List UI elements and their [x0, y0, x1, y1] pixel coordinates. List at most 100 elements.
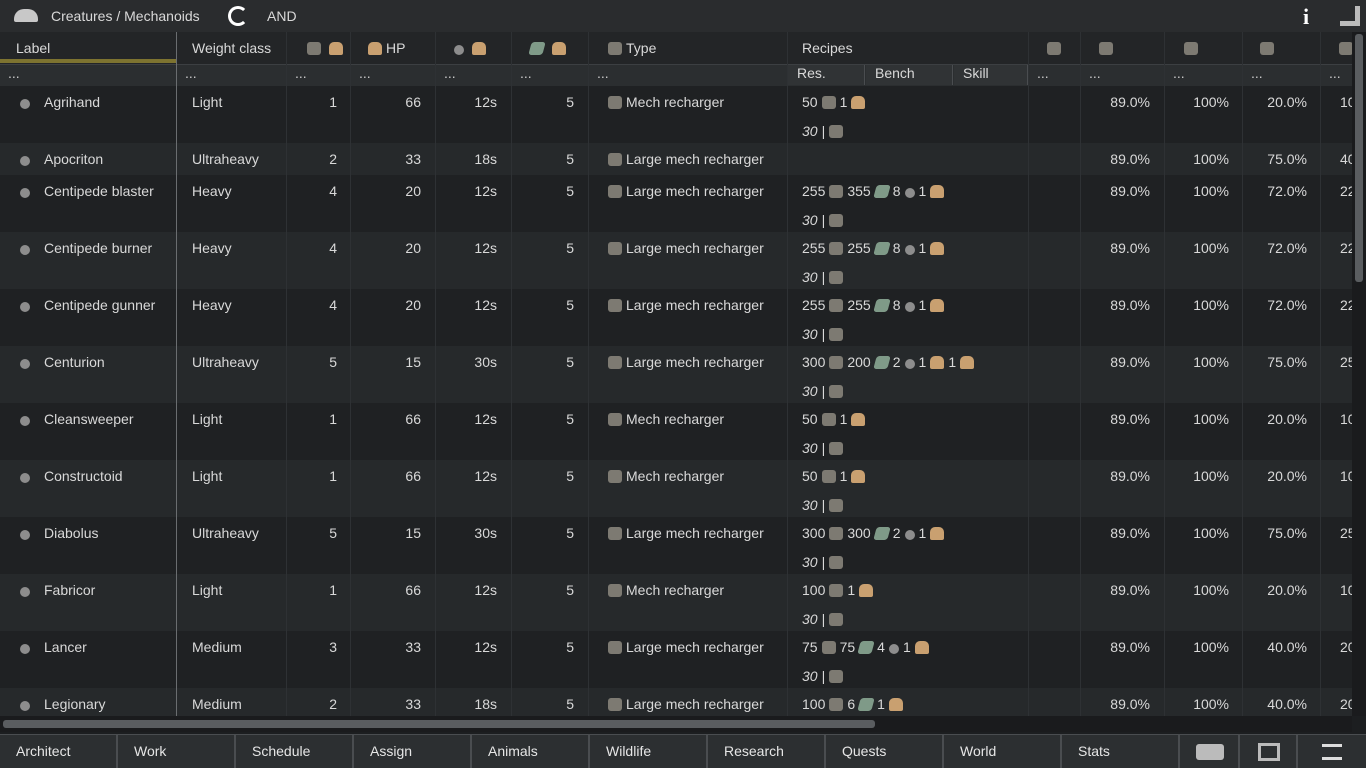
- icon: [368, 42, 382, 55]
- bandwidth: 2: [329, 696, 337, 712]
- filter-field[interactable]: ...: [295, 65, 307, 81]
- icon: [829, 385, 844, 398]
- stat-value: 72.0%: [1267, 240, 1307, 256]
- main-tab[interactable]: Quests: [826, 734, 944, 768]
- main-tab[interactable]: Stats: [1062, 734, 1180, 768]
- filter-field[interactable]: ...: [1329, 65, 1341, 81]
- row-label[interactable]: Centurion: [16, 354, 105, 370]
- recipe-time: 30 |: [802, 440, 847, 456]
- sub-header[interactable]: Res.: [788, 65, 865, 85]
- bandwidth: 3: [329, 639, 337, 655]
- filter-field[interactable]: ...: [1037, 65, 1049, 81]
- scroll-thumb[interactable]: [1355, 34, 1363, 282]
- column-header[interactable]: Weight class: [192, 40, 272, 56]
- column-header[interactable]: [1335, 40, 1352, 56]
- info-button[interactable]: i: [1303, 4, 1310, 29]
- icon: [829, 698, 844, 711]
- icon: [904, 245, 915, 255]
- row-label[interactable]: Centipede burner: [16, 240, 152, 256]
- column-header[interactable]: [303, 40, 347, 56]
- recipe-ingredients: 300 300 2 1: [802, 525, 948, 541]
- icon: [20, 156, 30, 166]
- recharger-type: Mech recharger: [604, 411, 724, 427]
- sub-header[interactable]: Bench: [866, 65, 953, 85]
- mode-toggle[interactable]: AND: [267, 8, 297, 24]
- row-label[interactable]: Centipede gunner: [16, 297, 155, 313]
- type-text: Large mech recharger: [626, 354, 764, 370]
- main-tab[interactable]: Work: [118, 734, 236, 768]
- filter-field[interactable]: ...: [185, 65, 197, 81]
- stat-value: 89.0%: [1110, 696, 1150, 712]
- column-header[interactable]: [450, 40, 490, 56]
- filter-field[interactable]: ...: [444, 65, 456, 81]
- filter-field[interactable]: ...: [520, 65, 532, 81]
- stat-value: 100%: [1193, 582, 1229, 598]
- type-text: Large mech recharger: [626, 639, 764, 655]
- main-tab[interactable]: World: [944, 734, 1062, 768]
- column-header[interactable]: [1180, 40, 1202, 56]
- column-header[interactable]: [526, 40, 570, 56]
- column-header[interactable]: [1095, 40, 1117, 56]
- ingredient-count: 200: [847, 354, 871, 370]
- weight-class: Medium: [192, 696, 242, 712]
- column-header[interactable]: Recipes: [802, 40, 853, 56]
- icon: [20, 473, 30, 483]
- filter-field[interactable]: ...: [1251, 65, 1263, 81]
- main-tab[interactable]: Assign: [354, 734, 472, 768]
- window-button[interactable]: [1340, 6, 1360, 26]
- refresh-icon[interactable]: [228, 6, 248, 26]
- stat-value: 20: [1340, 696, 1352, 712]
- filter-field[interactable]: ...: [1089, 65, 1101, 81]
- filter-field[interactable]: ...: [8, 65, 20, 81]
- weight-class: Ultraheavy: [192, 525, 259, 541]
- tab-menu[interactable]: [1298, 734, 1366, 768]
- breadcrumb[interactable]: Creatures / Mechanoids: [51, 8, 200, 24]
- stat-value: 10: [1340, 94, 1352, 110]
- row-label[interactable]: Centipede blaster: [16, 183, 154, 199]
- main-tab[interactable]: Wildlife: [590, 734, 708, 768]
- main-tab[interactable]: Research: [708, 734, 826, 768]
- tab-history[interactable]: [1240, 734, 1298, 768]
- horizontal-scrollbar[interactable]: [0, 716, 1352, 732]
- ingredient-count: 100: [802, 696, 826, 712]
- ingredient-count: 300: [847, 525, 871, 541]
- recipe-ingredients: 300 200 2 1 1: [802, 354, 978, 370]
- row-label[interactable]: Lancer: [16, 639, 87, 655]
- recipe-ingredients: 50 1: [802, 468, 869, 484]
- row-label[interactable]: Apocriton: [16, 151, 103, 167]
- row-label[interactable]: Constructoid: [16, 468, 123, 484]
- sub-header[interactable]: Skill: [954, 65, 1028, 85]
- icon: [20, 644, 30, 654]
- icon: [20, 416, 30, 426]
- ingredient-count: 1: [918, 354, 927, 370]
- stat-value: 20: [1340, 639, 1352, 655]
- scroll-thumb[interactable]: [3, 720, 875, 728]
- recipe-time: 30 |: [802, 497, 847, 513]
- row-label[interactable]: Agrihand: [16, 94, 100, 110]
- column-header[interactable]: Label: [16, 40, 51, 56]
- icon: [872, 242, 891, 255]
- stat-value: 10: [1340, 468, 1352, 484]
- icon: [851, 413, 866, 426]
- column-header[interactable]: [1043, 40, 1065, 56]
- filter-field[interactable]: ...: [597, 65, 609, 81]
- column-header[interactable]: HP: [364, 40, 405, 56]
- icon: [829, 271, 844, 284]
- row-label[interactable]: Diabolus: [16, 525, 98, 541]
- filter-field[interactable]: ...: [359, 65, 371, 81]
- ingredient-count: 300: [802, 525, 826, 541]
- tab-book[interactable]: [1180, 734, 1240, 768]
- recipe-time: 30 |: [802, 668, 847, 684]
- icon: [851, 470, 866, 483]
- row-label[interactable]: Fabricor: [16, 582, 95, 598]
- filter-field[interactable]: ...: [1173, 65, 1185, 81]
- row-label[interactable]: Legionary: [16, 696, 106, 712]
- row-label[interactable]: Cleansweeper: [16, 411, 134, 427]
- column-header[interactable]: Type: [604, 40, 656, 56]
- main-tab[interactable]: Schedule: [236, 734, 354, 768]
- vertical-scrollbar[interactable]: [1352, 32, 1366, 716]
- main-tab[interactable]: Animals: [472, 734, 590, 768]
- main-tab[interactable]: Architect: [0, 734, 118, 768]
- type-text: Mech recharger: [626, 94, 725, 110]
- column-header[interactable]: [1256, 40, 1278, 56]
